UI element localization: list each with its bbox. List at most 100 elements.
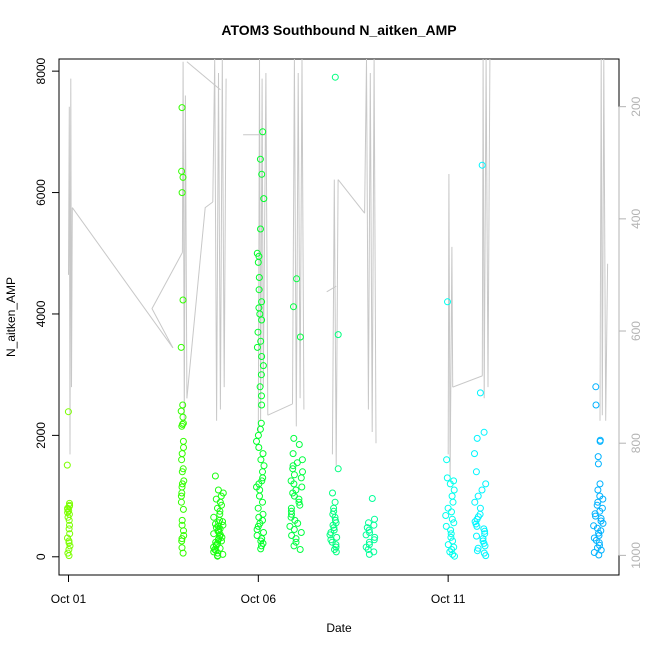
data-point — [448, 508, 455, 516]
data-point — [450, 519, 458, 527]
altitude-trace-segment — [364, 58, 377, 444]
data-point — [476, 504, 484, 512]
data-point — [370, 536, 378, 544]
data-point — [178, 521, 186, 529]
data-point — [253, 343, 261, 351]
data-point — [598, 504, 606, 512]
data-point — [290, 471, 298, 479]
data-point — [592, 512, 599, 520]
data-point — [471, 498, 479, 506]
altitude-trace-segment — [151, 252, 183, 349]
data-point — [444, 541, 452, 549]
data-point — [449, 537, 457, 545]
data-point — [480, 549, 488, 557]
data-point — [297, 529, 305, 536]
data-point — [479, 535, 487, 543]
data-point — [293, 275, 301, 283]
data-point — [254, 328, 262, 336]
data-point — [259, 498, 266, 506]
data-point — [289, 450, 297, 458]
altitude-trace-segment — [481, 58, 491, 399]
data-point — [331, 516, 339, 524]
altitude-trace-segment — [599, 58, 609, 421]
data-point — [362, 531, 370, 539]
data-point — [255, 274, 263, 281]
data-point — [179, 401, 187, 409]
data-point — [254, 431, 262, 439]
data-point — [298, 456, 306, 464]
data-point — [332, 543, 340, 551]
x-tick-label: Oct 11 — [431, 592, 466, 606]
data-point — [258, 392, 265, 400]
x-tick-label: Oct 01 — [51, 592, 87, 606]
y-axis-label: N_aitken_AMP — [4, 277, 18, 357]
data-point — [472, 468, 480, 476]
data-point — [444, 504, 452, 512]
data-point — [480, 428, 488, 436]
data-point — [179, 420, 186, 428]
data-point — [450, 477, 458, 485]
data-point — [258, 170, 266, 178]
data-point — [597, 515, 605, 522]
data-point — [257, 419, 265, 427]
data-point — [332, 541, 340, 549]
data-point — [180, 477, 188, 485]
data-point — [177, 407, 185, 415]
data-point — [216, 510, 224, 518]
data-point — [260, 529, 267, 536]
data-point — [177, 492, 185, 500]
data-point — [371, 515, 378, 523]
plot-frame — [58, 58, 620, 576]
data-point — [471, 450, 478, 458]
x-axis-label: Date — [326, 621, 352, 635]
data-point — [64, 408, 72, 416]
data-point — [299, 468, 306, 476]
data-point — [327, 536, 335, 544]
data-point — [290, 303, 297, 311]
altitude-trace-segment — [452, 375, 483, 388]
y2-tick-label: 800 — [629, 433, 643, 453]
data-point — [257, 225, 264, 233]
altitude-trace-segment — [186, 61, 221, 91]
y-axis-left: 0 2000 4000 6000 8000 — [34, 57, 60, 560]
data-point — [447, 530, 455, 538]
data-point — [329, 489, 336, 497]
data-point — [179, 505, 187, 513]
data-point — [442, 512, 450, 519]
y2-tick-label: 1000 — [629, 542, 643, 569]
data-point — [478, 161, 486, 169]
data-point — [334, 331, 342, 339]
data-point — [596, 436, 604, 444]
data-point — [260, 462, 268, 470]
data-point — [66, 542, 74, 550]
data-point — [256, 155, 264, 163]
data-point — [596, 541, 603, 549]
data-point — [596, 492, 604, 500]
data-point — [330, 526, 338, 534]
data-point — [596, 480, 604, 488]
data-point — [214, 486, 222, 494]
data-point — [590, 549, 598, 556]
data-point — [288, 532, 296, 539]
data-point — [295, 441, 303, 448]
altitude-trace-segment — [292, 58, 305, 427]
data-point — [298, 483, 306, 491]
data-point — [259, 362, 267, 370]
data-point — [290, 434, 298, 442]
data-point — [66, 521, 73, 529]
data-point — [64, 549, 72, 557]
altitude-trace-segment — [337, 179, 365, 214]
data-point — [481, 530, 489, 538]
data-point — [257, 456, 265, 464]
data-point — [212, 495, 220, 503]
y2-tick-label: 200 — [629, 96, 643, 116]
chart-title: ATOM3 Southbound N_aitken_AMP — [221, 22, 456, 38]
altitude-trace-segment — [68, 78, 73, 455]
points-layer — [63, 73, 607, 560]
data-point — [254, 504, 262, 512]
data-point — [474, 492, 482, 500]
data-point — [442, 522, 450, 530]
data-point — [287, 504, 295, 512]
data-point — [292, 486, 300, 494]
